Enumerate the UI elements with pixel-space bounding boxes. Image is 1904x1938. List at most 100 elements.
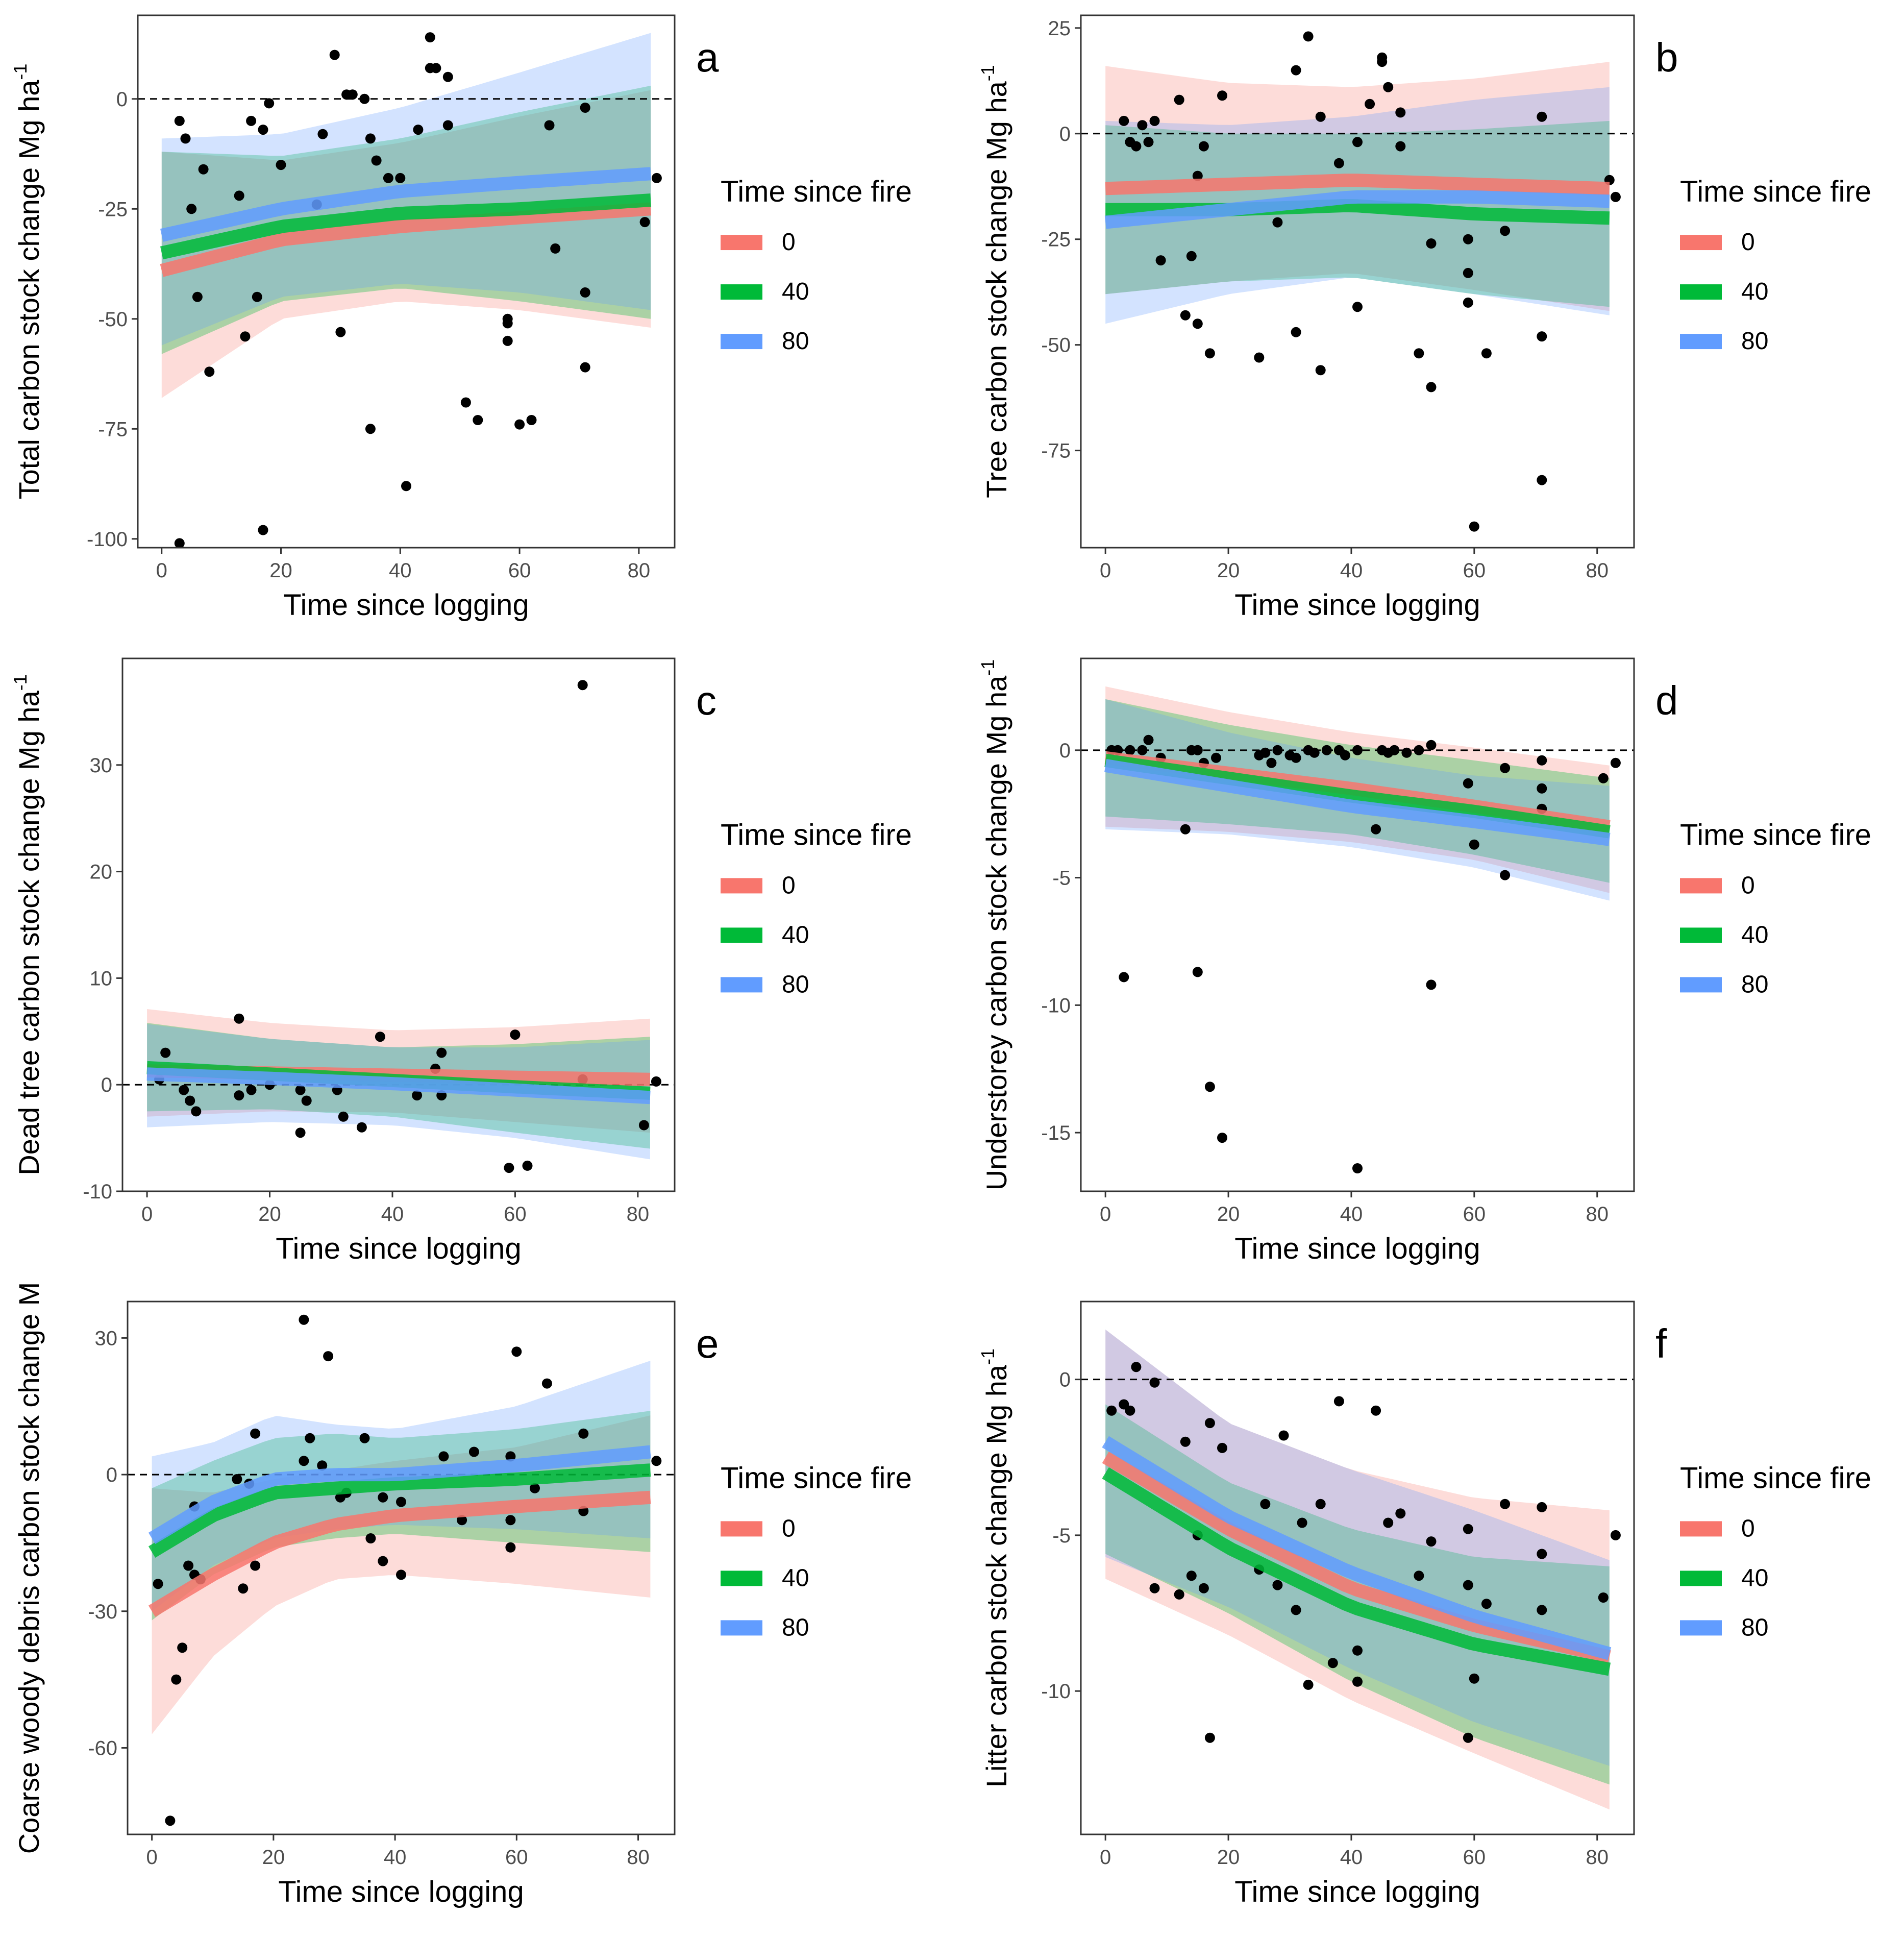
y-tick-label: 30 xyxy=(95,1327,118,1350)
data-point xyxy=(1352,1163,1363,1173)
data-point xyxy=(502,335,513,346)
data-point xyxy=(1131,1362,1142,1372)
data-point xyxy=(1155,255,1166,266)
legend-title: Time since fire xyxy=(1680,175,1871,208)
data-point xyxy=(191,1106,202,1117)
data-point xyxy=(383,173,393,183)
y-axis-label-superscript: -1 xyxy=(977,659,998,676)
fit-line-fire-40 xyxy=(148,1463,651,1558)
data-point xyxy=(165,1816,176,1826)
data-point xyxy=(378,1556,388,1566)
legend-label: 80 xyxy=(1741,328,1768,355)
data-point xyxy=(1192,318,1203,329)
data-point xyxy=(204,366,215,377)
x-axis-label: Time since logging xyxy=(283,588,529,622)
data-point xyxy=(1610,1530,1621,1540)
legend-label: 40 xyxy=(782,278,809,305)
data-point xyxy=(1119,972,1129,983)
data-point xyxy=(1463,297,1473,308)
data-point xyxy=(1204,1732,1215,1743)
data-point xyxy=(1500,226,1511,236)
x-tick-label: 40 xyxy=(1340,1203,1363,1225)
y-axis-label: Litter carbon stock change Mg ha-1 xyxy=(977,1348,1012,1787)
legend: Time since fire 0 40 80 xyxy=(721,1461,912,1641)
panel-letter: c xyxy=(696,678,716,723)
data-point xyxy=(580,362,590,373)
data-point xyxy=(250,1428,261,1439)
legend-key-fire-0 xyxy=(1680,235,1722,251)
x-axis-label: Time since logging xyxy=(1234,588,1480,622)
legend: Time since fire 0 40 80 xyxy=(1680,818,1871,998)
legend-key-fire-40 xyxy=(721,927,762,943)
x-tick-label: 80 xyxy=(1586,1846,1609,1869)
data-point xyxy=(1389,745,1400,755)
data-point xyxy=(1137,120,1148,131)
data-point xyxy=(1303,1679,1314,1690)
fit-line-fire-80 xyxy=(1102,1436,1612,1660)
data-point xyxy=(1125,745,1135,755)
data-point xyxy=(1395,141,1406,152)
data-point xyxy=(1537,475,1547,485)
plot-frame xyxy=(1080,14,1635,549)
legend-label: 0 xyxy=(782,1515,796,1542)
data-point xyxy=(234,1013,244,1024)
x-tick-label: 40 xyxy=(384,1846,407,1869)
data-point xyxy=(1266,757,1277,768)
data-point xyxy=(1352,1645,1363,1656)
panel-letter: b xyxy=(1655,35,1678,80)
y-tick-label: -10 xyxy=(1041,994,1071,1017)
y-tick-label: 30 xyxy=(90,754,113,777)
data-point xyxy=(1463,1524,1473,1534)
legend: Time since fire 0 40 80 xyxy=(721,175,912,355)
data-point xyxy=(1254,352,1265,363)
x-tick-label: 0 xyxy=(146,1846,158,1869)
data-point xyxy=(1426,1536,1437,1547)
data-point xyxy=(1414,348,1424,359)
data-point xyxy=(1186,251,1197,261)
legend-key-fire-80 xyxy=(1680,977,1722,993)
fit-line-fire-0 xyxy=(1105,174,1610,195)
data-point xyxy=(185,1095,195,1106)
fit-line-fire-80 xyxy=(1104,190,1610,229)
data-point xyxy=(258,525,268,535)
data-point xyxy=(378,1492,388,1503)
legend-label: 80 xyxy=(1741,1614,1768,1641)
data-point xyxy=(375,1032,385,1042)
legend-label: 40 xyxy=(1741,1564,1768,1591)
x-tick-label: 20 xyxy=(258,1203,281,1225)
y-tick-label: 0 xyxy=(1059,740,1071,762)
fit-line-fire-80 xyxy=(160,167,652,242)
x-tick-label: 60 xyxy=(1463,1846,1486,1869)
data-point xyxy=(1500,763,1511,773)
data-point xyxy=(1198,141,1209,152)
fit-line-fire-0 xyxy=(148,1490,651,1617)
data-point xyxy=(511,1346,522,1357)
x-tick-label: 20 xyxy=(1217,1203,1240,1225)
x-tick-label: 80 xyxy=(627,1203,650,1225)
data-point xyxy=(180,133,191,144)
data-point xyxy=(1192,170,1203,181)
data-point xyxy=(1204,348,1215,359)
legend-label: 80 xyxy=(782,328,809,355)
data-point xyxy=(541,1378,552,1389)
plot-frame xyxy=(137,14,676,549)
data-point xyxy=(578,1428,589,1439)
y-axis-label-text: Understorey carbon stock change Mg ha xyxy=(980,675,1012,1190)
legend-label: 0 xyxy=(1741,1515,1755,1542)
x-axis-label: Time since logging xyxy=(278,1875,524,1908)
data-point xyxy=(1610,757,1621,768)
legend-label: 80 xyxy=(1741,971,1768,998)
legend-key-fire-80 xyxy=(721,1620,762,1636)
data-point xyxy=(1537,1549,1547,1559)
data-point xyxy=(1469,1673,1479,1684)
data-point xyxy=(442,120,453,131)
y-axis-label: Tree carbon stock change Mg ha-1 xyxy=(977,65,1012,498)
data-point xyxy=(1149,1377,1160,1388)
data-point xyxy=(1260,1499,1271,1509)
legend-key-fire-0 xyxy=(721,1521,762,1537)
panel-letter: f xyxy=(1655,1321,1667,1366)
x-tick-label: 40 xyxy=(381,1203,404,1225)
x-tick-label: 20 xyxy=(1217,1846,1240,1869)
